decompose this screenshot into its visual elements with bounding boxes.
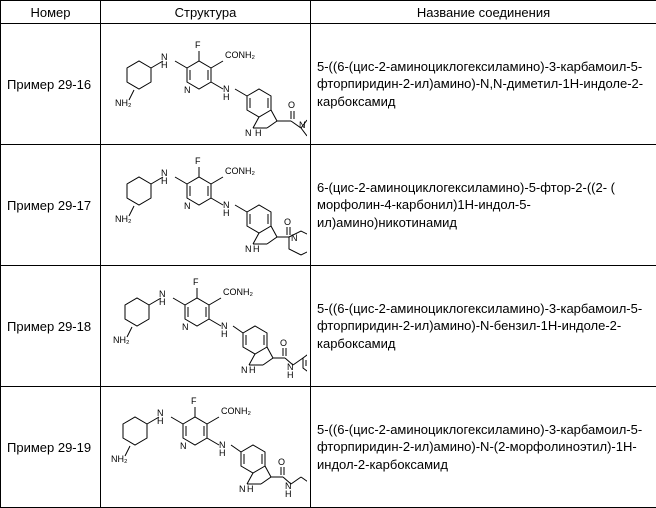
- header-row: Номер Структура Название соединения: [1, 1, 656, 24]
- svg-text:H: H: [255, 128, 262, 138]
- svg-text:N: N: [239, 484, 246, 494]
- structure-diagram: NH₂ NH F CONH₂ N NH N H O N: [107, 28, 307, 140]
- svg-text:N: N: [241, 365, 248, 375]
- structure-diagram: NH₂ NH F CONH₂ N NH NH O N O: [107, 149, 307, 261]
- svg-text:N: N: [245, 128, 252, 138]
- svg-text:F: F: [193, 277, 199, 287]
- number-cell: Пример 29-16: [1, 24, 101, 145]
- svg-text:H: H: [223, 208, 230, 218]
- structure-diagram: NH₂ NH F CONH₂ N NH NH O NH: [107, 270, 307, 382]
- table-row: Пример 29-17: [1, 145, 656, 266]
- svg-text:H: H: [247, 484, 254, 494]
- structure-cell: NH₂ NH F CONH₂ N NH N H O N: [101, 24, 311, 145]
- svg-text:H: H: [219, 448, 226, 458]
- name-cell: 5-((6-(цис-2-аминоциклогексиламино)-3-ка…: [311, 387, 656, 508]
- svg-text:N: N: [184, 201, 191, 211]
- svg-text:CONH₂: CONH₂: [225, 166, 255, 176]
- svg-text:F: F: [191, 396, 197, 406]
- table-row: Пример 29-16: [1, 24, 656, 145]
- svg-text:H: H: [287, 370, 294, 380]
- svg-text:N: N: [291, 233, 298, 243]
- structure-cell: NH₂ NH F CONH₂ N NH NH O NH N O: [101, 387, 311, 508]
- structure-diagram: NH₂ NH F CONH₂ N NH NH O NH N O: [107, 391, 307, 503]
- svg-text:O: O: [284, 217, 291, 227]
- number-cell: Пример 29-17: [1, 145, 101, 266]
- svg-text:N: N: [180, 441, 187, 451]
- svg-text:H: H: [161, 176, 168, 186]
- svg-text:CONH₂: CONH₂: [221, 406, 251, 416]
- svg-text:NH₂: NH₂: [113, 335, 130, 345]
- svg-text:H: H: [253, 244, 260, 254]
- name-cell: 6-(цис-2-аминоциклогексиламино)-5-фтор-2…: [311, 145, 656, 266]
- svg-text:H: H: [157, 416, 164, 426]
- svg-text:F: F: [195, 40, 201, 50]
- svg-text:O: O: [280, 338, 287, 348]
- header-number: Номер: [1, 1, 101, 24]
- svg-text:O: O: [278, 457, 285, 467]
- svg-text:H: H: [161, 60, 168, 70]
- svg-text:N: N: [184, 85, 191, 95]
- svg-text:NH₂: NH₂: [115, 214, 132, 224]
- svg-text:O: O: [288, 100, 295, 110]
- svg-text:N: N: [299, 120, 306, 130]
- table-row: Пример 29-18: [1, 266, 656, 387]
- number-cell: Пример 29-18: [1, 266, 101, 387]
- svg-text:H: H: [221, 329, 228, 339]
- header-structure: Структура: [101, 1, 311, 24]
- header-name: Название соединения: [311, 1, 656, 24]
- svg-text:N: N: [245, 244, 252, 254]
- name-cell: 5-((6-(цис-2-аминоциклогексиламино)-3-ка…: [311, 266, 656, 387]
- svg-text:CONH₂: CONH₂: [225, 50, 255, 60]
- svg-text:H: H: [223, 92, 230, 102]
- svg-text:F: F: [195, 156, 201, 166]
- structure-cell: NH₂ NH F CONH₂ N NH NH O NH: [101, 266, 311, 387]
- svg-text:NH₂: NH₂: [111, 454, 128, 464]
- svg-text:H: H: [249, 365, 256, 375]
- svg-text:H: H: [159, 297, 166, 307]
- number-cell: Пример 29-19: [1, 387, 101, 508]
- table-row: Пример 29-19: [1, 387, 656, 508]
- compound-table: Номер Структура Название соединения Прим…: [0, 0, 656, 508]
- structure-cell: NH₂ NH F CONH₂ N NH NH O N O: [101, 145, 311, 266]
- svg-text:H: H: [285, 489, 292, 499]
- svg-text:NH₂: NH₂: [115, 98, 132, 108]
- name-cell: 5-((6-(цис-2-аминоциклогексиламино)-3-ка…: [311, 24, 656, 145]
- svg-text:CONH₂: CONH₂: [223, 287, 253, 297]
- svg-text:N: N: [182, 322, 189, 332]
